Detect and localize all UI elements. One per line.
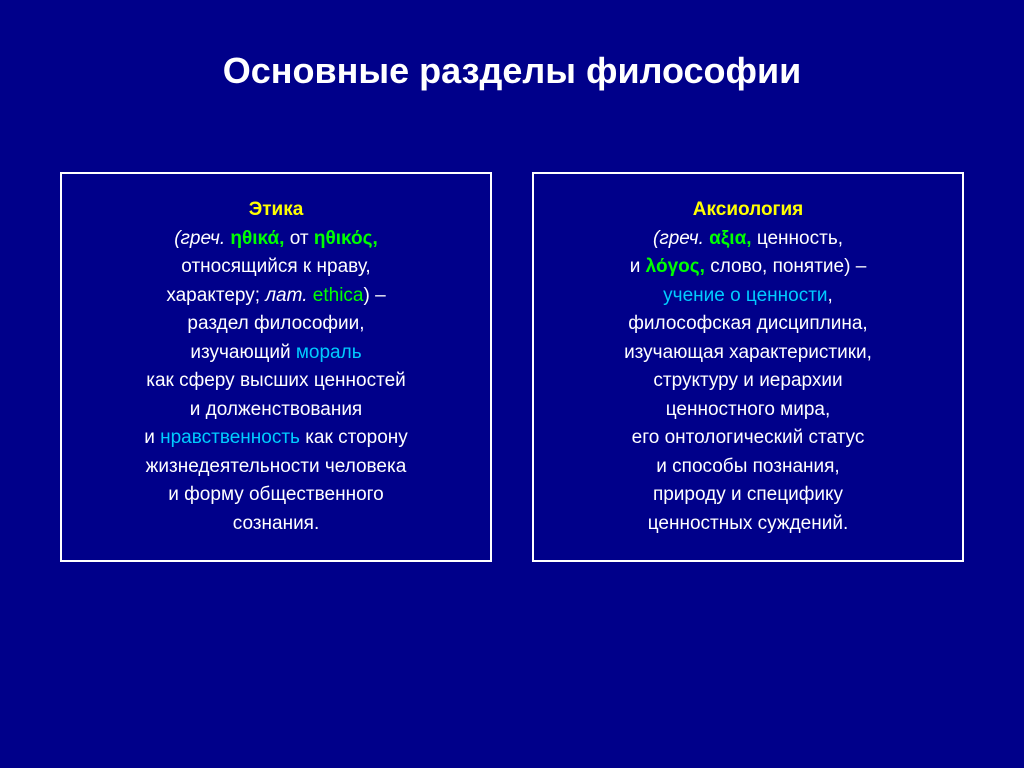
ethics-pre-greek: (греч.	[174, 228, 230, 249]
axiology-line7: ценностного мира,	[552, 396, 944, 425]
axiology-line10: природу и специфику	[552, 481, 944, 510]
axiology-line5: изучающая характеристики,	[552, 339, 944, 368]
ethics-heading: Этика	[249, 199, 304, 220]
axiology-line2a: и	[630, 256, 646, 277]
axiology-line9: и способы познания,	[552, 453, 944, 482]
ethics-line3a: характеру;	[166, 285, 265, 306]
ethics-line8a: и	[144, 427, 160, 448]
ethics-line11: сознания.	[80, 510, 472, 539]
slide: Основные разделы философии Этика (греч. …	[0, 0, 1024, 768]
axiology-greek2: λόγος,	[646, 256, 705, 277]
ethics-hl2: нравственность	[160, 427, 300, 448]
ethics-line4: раздел философии,	[80, 310, 472, 339]
axiology-line4: философская дисциплина,	[552, 310, 944, 339]
axiology-greek1: αξια,	[709, 228, 751, 249]
slide-title: Основные разделы философии	[60, 50, 964, 92]
ethics-line6: как сферу высших ценностей	[80, 367, 472, 396]
box-ethics: Этика (греч. ηθικά, от ηθικός, относящий…	[60, 172, 492, 562]
axiology-line8: его онтологический статус	[552, 424, 944, 453]
ethics-latin: ethica	[308, 285, 364, 306]
ethics-greek2: ηθικός,	[314, 228, 378, 249]
axiology-line11: ценностных суждений.	[552, 510, 944, 539]
axiology-line1b: ценность,	[752, 228, 843, 249]
ethics-line9: жизнедеятельности человека	[80, 453, 472, 482]
axiology-heading: Аксиология	[693, 199, 803, 220]
axiology-line6: структуру и иерархии	[552, 367, 944, 396]
ethics-line5a: изучающий	[190, 342, 295, 363]
boxes-row: Этика (греч. ηθικά, от ηθικός, относящий…	[60, 172, 964, 562]
ethics-between: от	[284, 228, 313, 249]
ethics-line8b: как сторону	[300, 427, 408, 448]
ethics-greek1: ηθικά,	[230, 228, 284, 249]
axiology-line1a: (греч.	[653, 228, 709, 249]
ethics-line10: и форму общественного	[80, 481, 472, 510]
axiology-hl1: учение о ценности	[663, 285, 827, 306]
axiology-line3b: ,	[828, 285, 833, 306]
axiology-line2b: слово, понятие) –	[705, 256, 866, 277]
ethics-line3b: ) –	[363, 285, 385, 306]
ethics-lat-label: лат.	[265, 285, 307, 306]
box-axiology: Аксиология (греч. αξια, ценность, и λόγο…	[532, 172, 964, 562]
ethics-line2: относящийся к нраву,	[80, 253, 472, 282]
ethics-hl1: мораль	[296, 342, 362, 363]
ethics-line7: и долженствования	[80, 396, 472, 425]
